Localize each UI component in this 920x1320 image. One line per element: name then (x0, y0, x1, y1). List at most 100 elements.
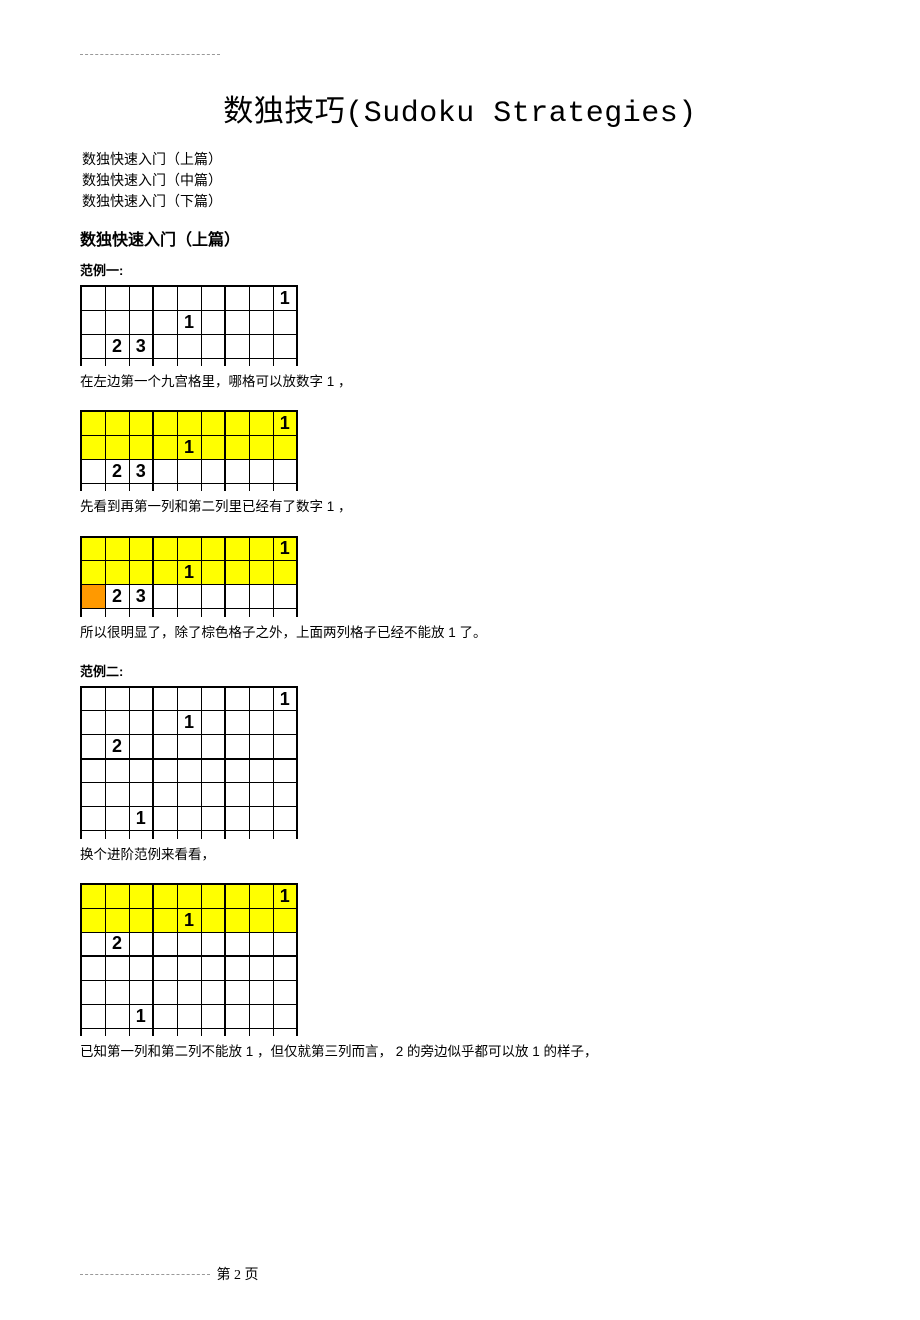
grid-cell (249, 459, 273, 483)
grid-cell-partial (81, 483, 105, 491)
grid-cell (81, 411, 105, 435)
grid-cell (225, 411, 249, 435)
grid-cell (153, 735, 177, 759)
grid-cell (81, 980, 105, 1004)
grid-cell (249, 908, 273, 932)
grid-cell (201, 537, 225, 561)
toc-line: 数独快速入门（下篇） (82, 191, 840, 212)
grid-cell (225, 1004, 249, 1028)
grid-cell-partial (153, 831, 177, 839)
grid-cell-partial (81, 358, 105, 366)
grid-cell (249, 980, 273, 1004)
grid-cell (201, 459, 225, 483)
grid-cell-partial (249, 609, 273, 617)
grid-cell (177, 783, 201, 807)
grid-cell-partial (105, 609, 129, 617)
grid-cell (273, 956, 297, 980)
grid-cell (177, 286, 201, 310)
grid-cell (129, 310, 153, 334)
grid-cell (177, 537, 201, 561)
grid-cell (105, 783, 129, 807)
grid-cell (153, 908, 177, 932)
grid-cell (81, 908, 105, 932)
grid-cell (273, 1004, 297, 1028)
grid-cell (153, 310, 177, 334)
grid-cell (129, 932, 153, 956)
grid-cell (81, 435, 105, 459)
grid-cell-partial (225, 831, 249, 839)
grid-cell (105, 435, 129, 459)
grid-cell-partial (129, 1028, 153, 1036)
page-number: 第 2 页 (216, 1268, 258, 1283)
grid-cell (105, 908, 129, 932)
caption: 换个进阶范例来看看， (80, 845, 840, 865)
grid-cell (81, 334, 105, 358)
grid-cell (129, 908, 153, 932)
grid-cell (249, 435, 273, 459)
grid-cell (81, 807, 105, 831)
grid-cell-partial (177, 483, 201, 491)
grid-cell-partial (129, 609, 153, 617)
grid-cell-partial (225, 358, 249, 366)
grid-cell (249, 759, 273, 783)
grid-cell (105, 286, 129, 310)
grid-cell-partial (249, 831, 273, 839)
grid-cell (249, 334, 273, 358)
grid-cell (153, 561, 177, 585)
grid-cell (249, 561, 273, 585)
grid-cell (129, 687, 153, 711)
grid-cell-partial (81, 609, 105, 617)
grid-cell (201, 980, 225, 1004)
toc-line: 数独快速入门（上篇） (82, 149, 840, 170)
grid-cell (177, 956, 201, 980)
grid-cell (249, 310, 273, 334)
grid-cell (273, 310, 297, 334)
caption: 先看到再第一列和第二列里已经有了数字 1 ， (80, 497, 840, 517)
grid-cell-partial (105, 1028, 129, 1036)
grid-cell (153, 435, 177, 459)
grid-cell (249, 585, 273, 609)
grid-cell (105, 759, 129, 783)
grid-cell-partial (177, 358, 201, 366)
grid-cell-partial (177, 609, 201, 617)
grid-cell (177, 411, 201, 435)
grid-cell-partial (153, 358, 177, 366)
grid-cell-partial (273, 609, 297, 617)
grid-cell (225, 435, 249, 459)
grid-cell (153, 687, 177, 711)
grid-cell (273, 932, 297, 956)
grid-cell (201, 735, 225, 759)
grid-cell-partial (201, 483, 225, 491)
grid-cell-partial (153, 609, 177, 617)
grid-cell (225, 711, 249, 735)
grid-cell-partial (129, 483, 153, 491)
grid-cell (273, 711, 297, 735)
grid-cell-partial (249, 358, 273, 366)
grid-cell (225, 687, 249, 711)
grid-cell: 1 (177, 561, 201, 585)
grid-cell: 1 (177, 711, 201, 735)
grid-cell (129, 286, 153, 310)
grid-cell-partial (105, 358, 129, 366)
grid-cell: 2 (105, 932, 129, 956)
grid-cell: 1 (273, 537, 297, 561)
grid-cell (177, 334, 201, 358)
grid-cell (105, 411, 129, 435)
grid-cell (273, 334, 297, 358)
grid-cell (129, 735, 153, 759)
grid-cell (273, 759, 297, 783)
grid-cell (249, 687, 273, 711)
grid-cell (177, 735, 201, 759)
grid-cell (129, 711, 153, 735)
grid-cell (129, 884, 153, 908)
grid-cell (273, 807, 297, 831)
grid-cell (201, 286, 225, 310)
grid-cell (273, 585, 297, 609)
grid-cell (249, 1004, 273, 1028)
grid-cell (177, 585, 201, 609)
grid-cell (273, 435, 297, 459)
grid-cell-partial (201, 609, 225, 617)
header-divider (80, 54, 220, 55)
grid-cell (249, 411, 273, 435)
grid-cell-partial (225, 1028, 249, 1036)
